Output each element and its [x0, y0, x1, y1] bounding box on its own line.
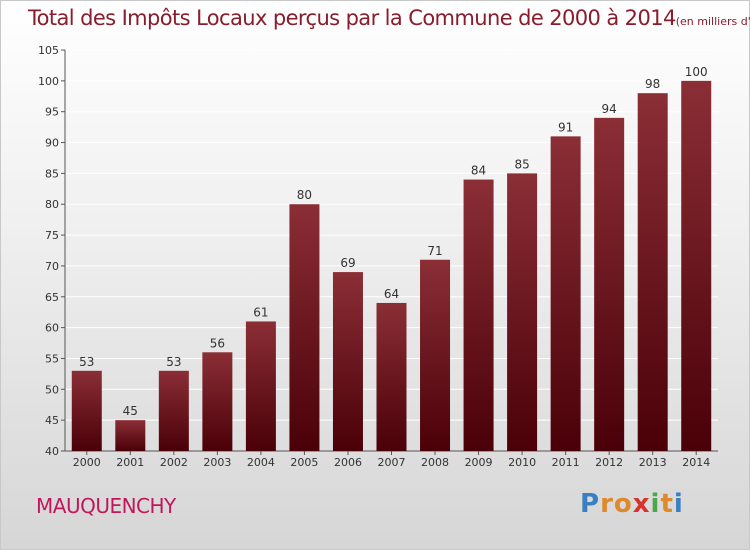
- bars: [71, 80, 712, 452]
- commune-name: MAUQUENCHY: [36, 494, 176, 518]
- logo-letter: x: [632, 489, 651, 519]
- bar-2013: [637, 93, 668, 451]
- y-tick-label: 95: [45, 106, 59, 119]
- y-tick-label: 80: [45, 198, 59, 211]
- y-tick-label: 50: [45, 383, 59, 396]
- value-label: 53: [79, 355, 94, 369]
- value-label: 84: [471, 164, 486, 178]
- x-tick-label: 2011: [552, 456, 580, 469]
- bar-2001: [115, 420, 146, 451]
- y-tick-label: 85: [45, 167, 59, 180]
- y-tick-label: 75: [45, 229, 59, 242]
- logo-letter: t: [660, 489, 674, 519]
- x-tick-label: 2013: [639, 456, 667, 469]
- value-label: 85: [514, 157, 529, 171]
- unit-label: (en milliers d'€): [675, 15, 750, 28]
- value-label: 98: [645, 77, 660, 91]
- x-tick-label: 2003: [203, 456, 231, 469]
- y-tick-label: 45: [45, 414, 59, 427]
- chart-title: Total des Impôts Locaux perçus par la Co…: [28, 6, 750, 30]
- value-label: 53: [166, 355, 181, 369]
- bar-2011: [550, 136, 581, 451]
- x-tick-label: 2007: [378, 456, 406, 469]
- bar-2005: [289, 204, 320, 451]
- logo-letter: i: [673, 489, 684, 519]
- bar-2014: [681, 80, 712, 451]
- logo-letter: o: [613, 489, 633, 519]
- y-tick-label: 55: [45, 352, 59, 365]
- logo-letter: P: [580, 489, 601, 519]
- x-tick-label: 2014: [682, 456, 710, 469]
- value-label: 69: [340, 256, 355, 270]
- x-tick-label: 2000: [73, 456, 101, 469]
- value-label: 71: [427, 244, 442, 258]
- value-label: 56: [210, 336, 225, 350]
- x-tick-label: 2006: [334, 456, 362, 469]
- labels: 40 45 50 55 60 65 70 75 80 85 90 95 100 105 53 2000 45 20…: [38, 44, 710, 469]
- bar-2003: [202, 352, 233, 451]
- title-text: Total des Impôts Locaux perçus par la Co…: [28, 6, 676, 30]
- y-tick-label: 100: [38, 75, 59, 88]
- value-label: 61: [253, 305, 268, 319]
- y-tick-label: 90: [45, 137, 59, 150]
- bar-2002: [158, 370, 189, 451]
- bar-2008: [420, 259, 451, 451]
- y-tick-label: 40: [45, 445, 59, 458]
- proxiti-logo[interactable]: Proxiti: [580, 489, 684, 519]
- value-label: 80: [297, 188, 312, 202]
- value-label: 64: [384, 287, 399, 301]
- bar-2000: [71, 370, 102, 451]
- x-tick-label: 2012: [595, 456, 623, 469]
- y-tick-label: 105: [38, 44, 59, 57]
- y-tick-label: 65: [45, 291, 59, 304]
- y-tick-label: 60: [45, 322, 59, 335]
- x-tick-label: 2008: [421, 456, 449, 469]
- bar-2004: [245, 321, 276, 451]
- x-tick-label: 2009: [465, 456, 493, 469]
- bar-2007: [376, 302, 407, 451]
- x-tick-label: 2002: [160, 456, 188, 469]
- logo-letter: r: [600, 489, 614, 519]
- x-tick-label: 2005: [290, 456, 318, 469]
- value-label: 45: [123, 404, 138, 418]
- bar-2010: [507, 173, 538, 451]
- bar-2009: [463, 179, 494, 452]
- x-tick-label: 2001: [116, 456, 144, 469]
- bar-2012: [594, 117, 625, 451]
- x-tick-label: 2004: [247, 456, 275, 469]
- value-label: 94: [602, 102, 617, 116]
- x-tick-label: 2010: [508, 456, 536, 469]
- logo-letter: i: [650, 489, 661, 519]
- bar-2006: [332, 272, 363, 451]
- value-label: 91: [558, 120, 573, 134]
- value-label: 100: [685, 65, 708, 79]
- y-tick-label: 70: [45, 260, 59, 273]
